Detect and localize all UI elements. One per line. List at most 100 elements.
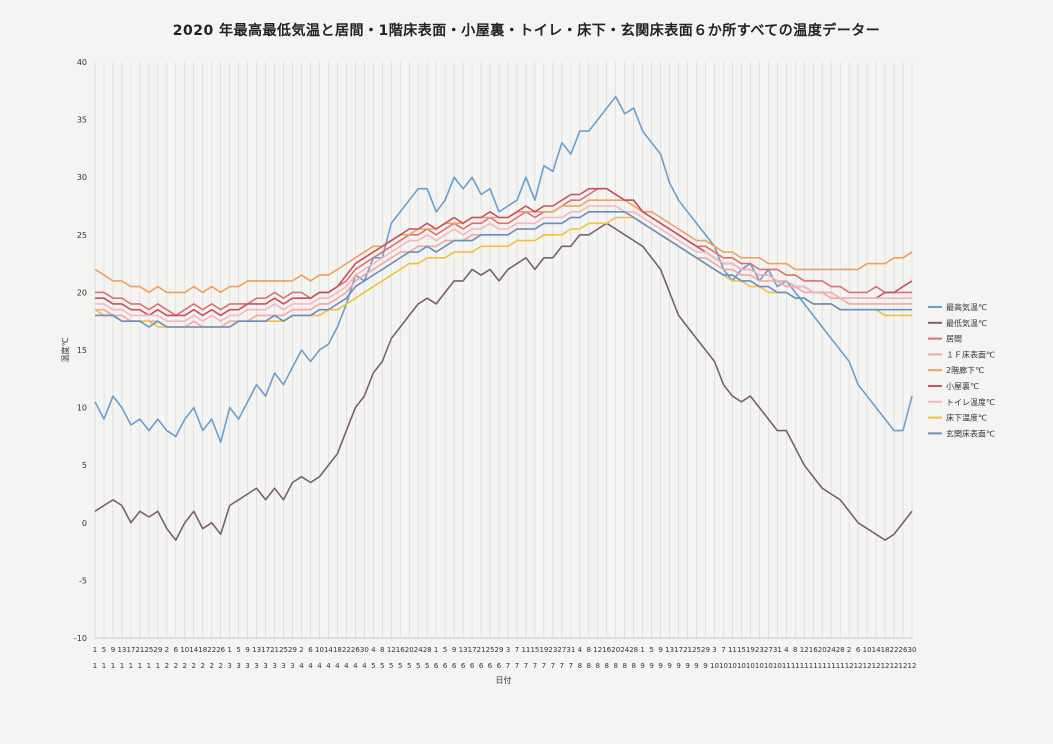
x-tick-day: 6 (174, 646, 179, 654)
y-tick-label: 5 (82, 461, 87, 470)
x-tick-month: 12 (872, 662, 881, 670)
x-tick-month: 7 (569, 662, 573, 670)
x-tick-day: 1 (434, 646, 438, 654)
x-tick-day: 5 (443, 646, 447, 654)
x-tick-day: 20 (405, 646, 414, 654)
x-tick-day: 20 (818, 646, 827, 654)
x-tick-month: 1 (156, 662, 160, 670)
x-tick-day: 29 (495, 646, 504, 654)
x-tick-month: 4 (326, 662, 331, 670)
x-tick-day: 26 (899, 646, 908, 654)
x-tick-month: 6 (470, 662, 475, 670)
x-tick-month: 5 (407, 662, 411, 670)
x-tick-day: 28 (629, 646, 638, 654)
x-tick-day: 27 (557, 646, 566, 654)
x-tick-day: 21 (477, 646, 486, 654)
x-tick-month: 7 (551, 662, 555, 670)
x-tick-day: 6 (308, 646, 313, 654)
x-tick-day: 22 (890, 646, 899, 654)
x-tick-month: 6 (488, 662, 493, 670)
x-tick-month: 12 (854, 662, 863, 670)
x-tick-month: 9 (667, 662, 671, 670)
x-tick-month: 12 (899, 662, 908, 670)
x-tick-month: 3 (254, 662, 258, 670)
x-tick-month: 12 (890, 662, 899, 670)
x-tick-month: 1 (120, 662, 124, 670)
x-tick-day: 16 (809, 646, 818, 654)
x-tick-month: 8 (578, 662, 582, 670)
legend-label: 居間 (946, 335, 962, 344)
series-line-8 (95, 211, 912, 328)
x-tick-day: 13 (252, 646, 261, 654)
y-tick-label: -10 (74, 634, 87, 643)
x-tick-month: 8 (587, 662, 591, 670)
x-tick-day: 15 (737, 646, 746, 654)
x-tick-day: 29 (701, 646, 710, 654)
x-tick-day: 8 (793, 646, 797, 654)
x-tick-month: 2 (218, 662, 222, 670)
x-tick-month: 1 (93, 662, 97, 670)
legend-label: 小屋裏℃ (946, 381, 979, 391)
y-tick-label: -5 (79, 576, 87, 585)
x-tick-day: 30 (908, 646, 917, 654)
x-tick-month: 9 (640, 662, 644, 670)
y-tick-label: 40 (77, 58, 87, 67)
x-tick-day: 23 (548, 646, 557, 654)
series-line-5 (95, 187, 913, 317)
x-tick-month: 10 (773, 662, 782, 670)
y-axis-label: 温度℃ (60, 337, 70, 362)
x-tick-day: 12 (593, 646, 602, 654)
x-tick-day: 21 (135, 646, 144, 654)
x-tick-day: 15 (530, 646, 539, 654)
x-tick-day: 1 (640, 646, 644, 654)
x-tick-month: 4 (344, 662, 349, 670)
x-tick-day: 5 (236, 646, 240, 654)
x-tick-month: 2 (209, 662, 213, 670)
x-tick-day: 1 (93, 646, 97, 654)
x-tick-day: 25 (279, 646, 288, 654)
x-tick-day: 26 (351, 646, 360, 654)
y-tick-label: 30 (77, 173, 87, 182)
x-tick-month: 10 (710, 662, 719, 670)
x-tick-day: 1 (227, 646, 231, 654)
legend-label: 最低気温℃ (946, 318, 987, 328)
x-tick-month: 2 (165, 662, 169, 670)
x-tick-day: 25 (692, 646, 701, 654)
x-tick-month: 8 (631, 662, 635, 670)
x-tick-month: 10 (746, 662, 755, 670)
y-tick-label: 15 (77, 346, 87, 355)
x-tick-month: 6 (452, 662, 457, 670)
series-line-1 (94, 222, 913, 541)
x-axis-label: 日付 (496, 675, 512, 685)
x-tick-day: 9 (452, 646, 456, 654)
x-tick-month: 6 (443, 662, 448, 670)
x-tick-month: 7 (542, 662, 546, 670)
x-tick-day: 29 (288, 646, 297, 654)
legend-label: 玄関床表面℃ (946, 428, 995, 438)
x-axis-ticks: 1151911311712112512912262102142182222262… (93, 646, 917, 670)
x-tick-day: 10 (863, 646, 872, 654)
x-tick-day: 9 (111, 646, 115, 654)
x-tick-day: 24 (414, 646, 423, 654)
x-tick-month: 3 (290, 662, 294, 670)
legend: 最高気温℃ 最低気温℃ 居間 １Ｆ床表面℃ 2階廊下℃ 小屋裏℃ トイレ温度℃ 床下温度℃ 玄関… (928, 302, 995, 438)
x-tick-day: 11 (728, 646, 737, 654)
x-tick-month: 4 (353, 662, 358, 670)
x-tick-month: 11 (782, 662, 791, 670)
x-tick-day: 28 (423, 646, 432, 654)
x-tick-day: 6 (856, 646, 861, 654)
x-tick-day: 5 (102, 646, 106, 654)
x-tick-month: 3 (281, 662, 285, 670)
x-tick-day: 16 (602, 646, 611, 654)
x-tick-day: 18 (198, 646, 207, 654)
x-tick-day: 3 (506, 646, 510, 654)
x-tick-month: 12 (845, 662, 854, 670)
x-tick-month: 7 (533, 662, 537, 670)
x-tick-day: 3 (712, 646, 716, 654)
x-tick-month: 9 (703, 662, 707, 670)
x-tick-day: 17 (126, 646, 135, 654)
x-tick-day: 12 (800, 646, 809, 654)
series-line-7 (94, 216, 912, 328)
x-tick-month: 8 (622, 662, 626, 670)
x-tick-month: 9 (685, 662, 689, 670)
